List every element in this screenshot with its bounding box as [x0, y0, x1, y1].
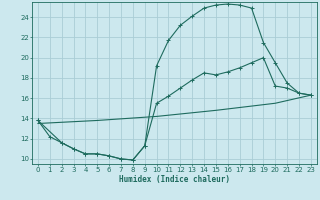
X-axis label: Humidex (Indice chaleur): Humidex (Indice chaleur) [119, 175, 230, 184]
